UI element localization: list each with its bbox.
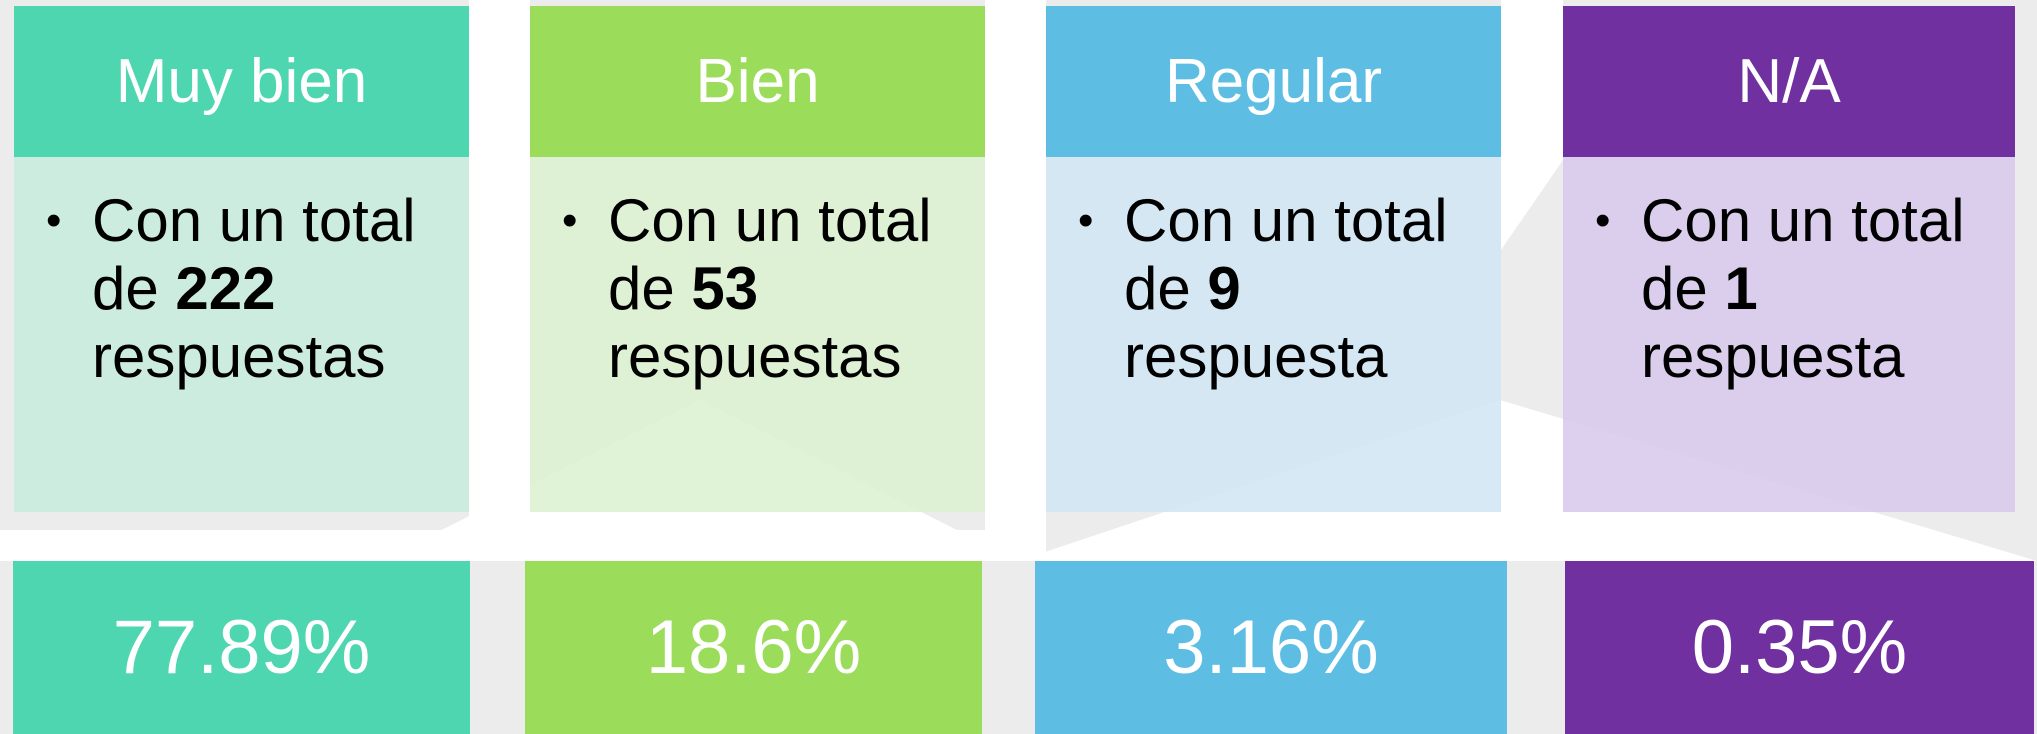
card-title: Bien <box>530 6 985 157</box>
gap-band <box>985 0 1046 561</box>
count: 9 <box>1207 255 1241 322</box>
card-body: Con un total de 53 respuestas <box>530 157 985 512</box>
gap-band <box>1018 400 2037 561</box>
gap-band <box>469 157 530 561</box>
gap-band <box>469 0 530 250</box>
percent-box: 77.89% <box>13 561 470 734</box>
count: 1 <box>1724 255 1758 322</box>
text-before: Con un total de <box>92 187 416 322</box>
text-before: Con un total de <box>608 187 932 322</box>
count: 53 <box>691 255 759 322</box>
percent-box: 3.16% <box>1035 561 1507 734</box>
text-after: respuesta <box>1641 323 1905 390</box>
percent-box: 18.6% <box>525 561 982 734</box>
bullet-text: Con un total de 53 respuestas <box>562 187 965 391</box>
text-after: respuesta <box>1124 323 1388 390</box>
bullet-text: Con un total de 1 respuesta <box>1595 187 1995 391</box>
card-title: Regular <box>1046 6 1501 157</box>
text-before: Con un total de <box>1641 187 1965 322</box>
gap-band <box>1501 480 1563 561</box>
bullet-text: Con un total de 222 respuestas <box>46 187 449 391</box>
count: 222 <box>175 255 276 322</box>
percent-box: 0.35% <box>1565 561 2034 734</box>
card-body: Con un total de 222 respuestas <box>14 157 469 512</box>
card-title: Muy bien <box>14 6 469 157</box>
text-before: Con un total de <box>1124 187 1448 322</box>
gap-band <box>1501 0 1563 250</box>
text-after: respuestas <box>608 323 902 390</box>
text-after: respuestas <box>92 323 386 390</box>
card-body: Con un total de 1 respuesta <box>1563 157 2015 512</box>
bullet-text: Con un total de 9 respuesta <box>1078 187 1481 391</box>
card-title: N/A <box>1563 6 2015 157</box>
card-body: Con un total de 9 respuesta <box>1046 157 1501 512</box>
